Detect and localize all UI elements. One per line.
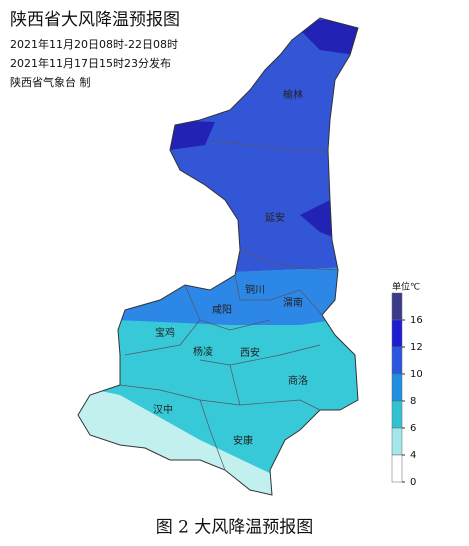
legend-swatch — [391, 319, 403, 348]
caption: 图 2 大风降温预报图 — [156, 518, 314, 538]
issue-time: 2021年11月17日15时23分发布 — [10, 56, 171, 70]
city-label: 西安 — [240, 346, 260, 359]
valid-period: 2021年11月20日08时-22日08时 — [10, 37, 178, 51]
city-label: 榆林 — [283, 88, 303, 101]
city-label: 杨凌 — [193, 345, 213, 358]
issuer: 陕西省气象台 制 — [10, 75, 91, 89]
legend-tick-label: 8 — [410, 396, 416, 407]
legend-unit: 单位℃ — [392, 281, 420, 293]
city-label: 咸阳 — [212, 304, 232, 316]
legend-tick-label: 16 — [410, 315, 423, 326]
legend-swatch — [391, 373, 403, 402]
legend-tick-label: 12 — [410, 342, 423, 353]
legend-swatch — [391, 454, 403, 483]
legend-tick-label: 10 — [410, 369, 423, 380]
legend-swatch — [391, 346, 403, 375]
city-label: 铜川 — [245, 284, 265, 296]
county-borders — [77, 17, 359, 496]
city-label: 宝鸡 — [155, 326, 175, 339]
city-label: 渭南 — [283, 296, 303, 309]
legend-tick-label: 6 — [410, 423, 416, 434]
legend-tick-label: 4 — [410, 450, 416, 461]
legend-tick-label: 0 — [410, 477, 416, 488]
legend-swatch — [391, 400, 403, 429]
legend-swatch — [391, 427, 403, 456]
legend-swatch — [391, 292, 403, 321]
city-label: 安康 — [233, 434, 253, 447]
city-label: 商洛 — [288, 374, 308, 387]
map-title: 陕西省大风降温预报图 — [10, 10, 180, 30]
city-label: 汉中 — [153, 403, 173, 416]
city-label: 延安 — [265, 211, 285, 224]
